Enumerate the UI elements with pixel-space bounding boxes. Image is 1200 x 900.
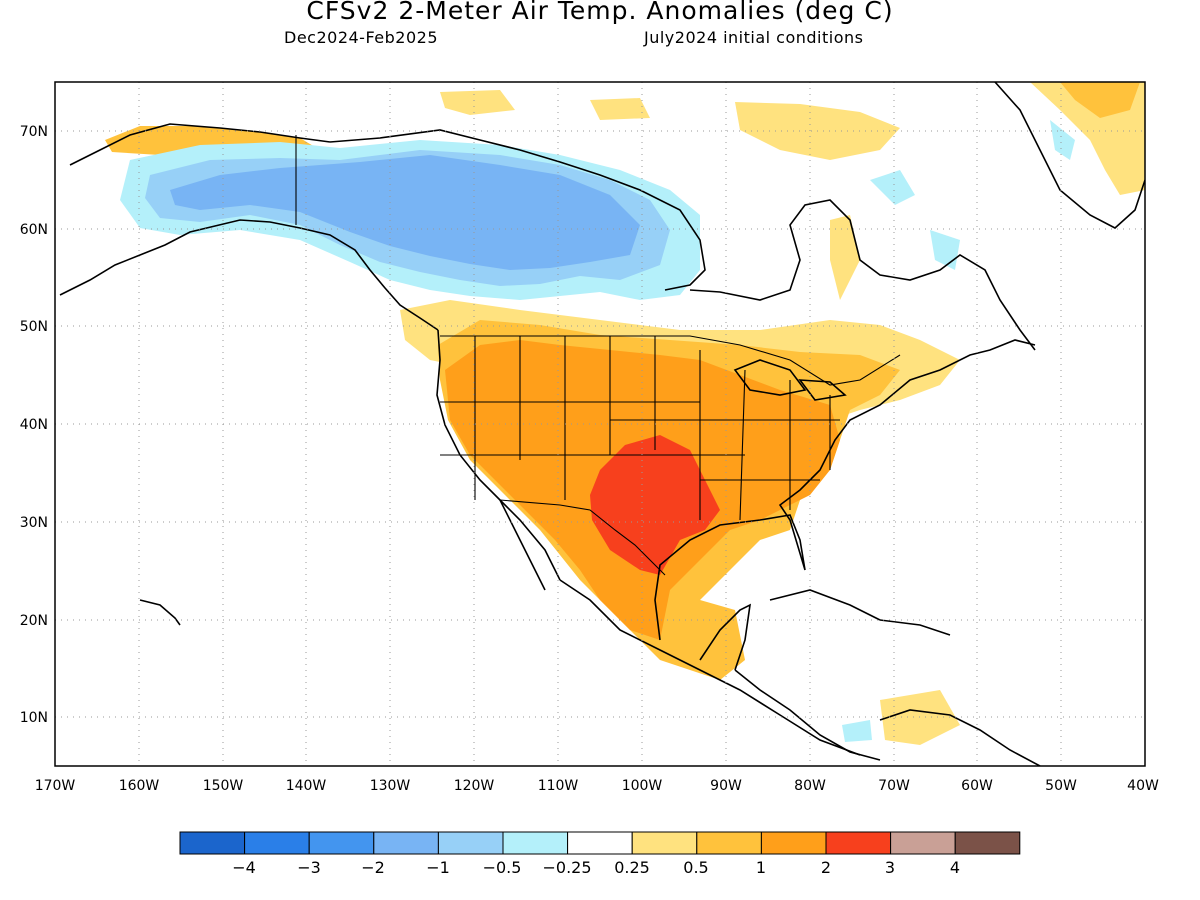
cuba — [769, 589, 881, 621]
lat-label: 50N — [20, 319, 48, 335]
alaska-coast — [59, 219, 439, 331]
us-canada-border — [440, 335, 901, 386]
lat-label: 30N — [20, 515, 48, 531]
colorbar-swatch — [179, 831, 246, 855]
colorbar-label: 4 — [950, 858, 960, 877]
map-frame — [54, 81, 1146, 767]
arctic-coast — [329, 129, 706, 291]
colorbar-swatch — [437, 831, 504, 855]
south-america — [879, 709, 1041, 766]
anomaly-fields — [105, 82, 1145, 745]
lat-label: 10N — [20, 710, 48, 726]
anomaly-region — [590, 98, 650, 120]
yucatan — [699, 603, 752, 671]
anomaly-region — [1060, 82, 1140, 118]
colorbar-label: 0.25 — [614, 858, 650, 877]
lon-label: 100W — [622, 778, 663, 794]
colorbar-label: 3 — [885, 858, 895, 877]
colorbar-swatch — [954, 831, 1021, 855]
colorbar-swatch — [825, 831, 892, 855]
lon-label: 160W — [119, 778, 160, 794]
great-lakes — [733, 359, 847, 401]
lon-label: 70W — [878, 778, 910, 794]
colorbar-label: −4 — [232, 858, 256, 877]
anomaly-region — [830, 215, 860, 300]
lon-label: 130W — [370, 778, 411, 794]
colorbar-label: 0.5 — [683, 858, 708, 877]
lat-label: 60N — [20, 222, 48, 238]
alaska-north-coast — [69, 123, 331, 166]
anomaly-region — [930, 230, 960, 270]
lon-label: 90W — [710, 778, 742, 794]
us-mexico-border — [499, 499, 666, 576]
colorbar-label: −0.5 — [483, 858, 522, 877]
anomaly-region — [870, 170, 915, 205]
baja — [499, 499, 546, 591]
lon-label: 40W — [1127, 778, 1159, 794]
colorbar-labels: −4 −3 −2 −1 −0.5 −0.25 0.25 0.5 1 2 3 4 — [232, 858, 960, 877]
greenland-coast — [994, 82, 1145, 229]
lon-label: 50W — [1045, 778, 1077, 794]
anomaly-region — [170, 155, 640, 270]
colorbar: −4 −3 −2 −1 −0.5 −0.25 0.25 0.5 1 2 3 4 — [179, 831, 1021, 877]
lat-label: 20N — [20, 613, 48, 629]
us-west-coast — [436, 329, 561, 581]
colorbar-swatches — [179, 831, 1021, 855]
lon-label: 150W — [203, 778, 244, 794]
colorbar-swatch — [244, 831, 310, 855]
lat-label: 70N — [20, 124, 48, 140]
lon-labels: 170W 160W 150W 140W 130W 120W 110W 100W … — [35, 778, 1159, 794]
hudson-bay — [689, 199, 1036, 351]
lon-label: 80W — [794, 778, 826, 794]
hawaii — [139, 599, 181, 626]
lon-label: 120W — [454, 778, 495, 794]
colorbar-label: −0.25 — [542, 858, 591, 877]
hispaniola — [879, 619, 951, 636]
forecast-period: Dec2024-Feb2025 — [284, 28, 438, 47]
colorbar-swatch — [696, 831, 762, 855]
anomaly-region — [590, 435, 720, 575]
map-title: CFSv2 2-Meter Air Temp. Anomalies (deg C… — [306, 0, 894, 25]
anomaly-region — [440, 90, 515, 115]
colorbar-label: −2 — [361, 858, 385, 877]
colorbar-swatch — [567, 831, 633, 855]
colorbar-swatch — [502, 831, 569, 855]
colorbar-label: −3 — [297, 858, 321, 877]
mexico-west-coast — [559, 579, 861, 756]
lon-label: 110W — [538, 778, 579, 794]
colorbar-swatch — [373, 831, 439, 855]
colorbar-label: 1 — [756, 858, 766, 877]
central-america — [734, 669, 881, 761]
state-lines-ew — [440, 401, 840, 481]
colorbar-swatch — [890, 831, 956, 855]
political-borders — [295, 135, 901, 576]
lon-label: 170W — [35, 778, 76, 794]
anomaly-region — [1050, 120, 1075, 160]
colorbar-swatch — [308, 831, 375, 855]
lat-label: 40N — [20, 417, 48, 433]
colorbar-swatch — [760, 831, 827, 855]
graticule — [55, 82, 1145, 766]
colorbar-swatch — [631, 831, 698, 855]
state-lines-ns — [474, 336, 831, 521]
lat-labels: 70N 60N 50N 40N 30N 20N 10N — [20, 124, 48, 726]
anomaly-region — [842, 720, 872, 742]
colorbar-label: 2 — [821, 858, 831, 877]
lon-label: 140W — [286, 778, 327, 794]
colorbar-label: −1 — [426, 858, 450, 877]
initial-conditions: July2024 initial conditions — [644, 28, 864, 47]
lon-label: 60W — [961, 778, 993, 794]
